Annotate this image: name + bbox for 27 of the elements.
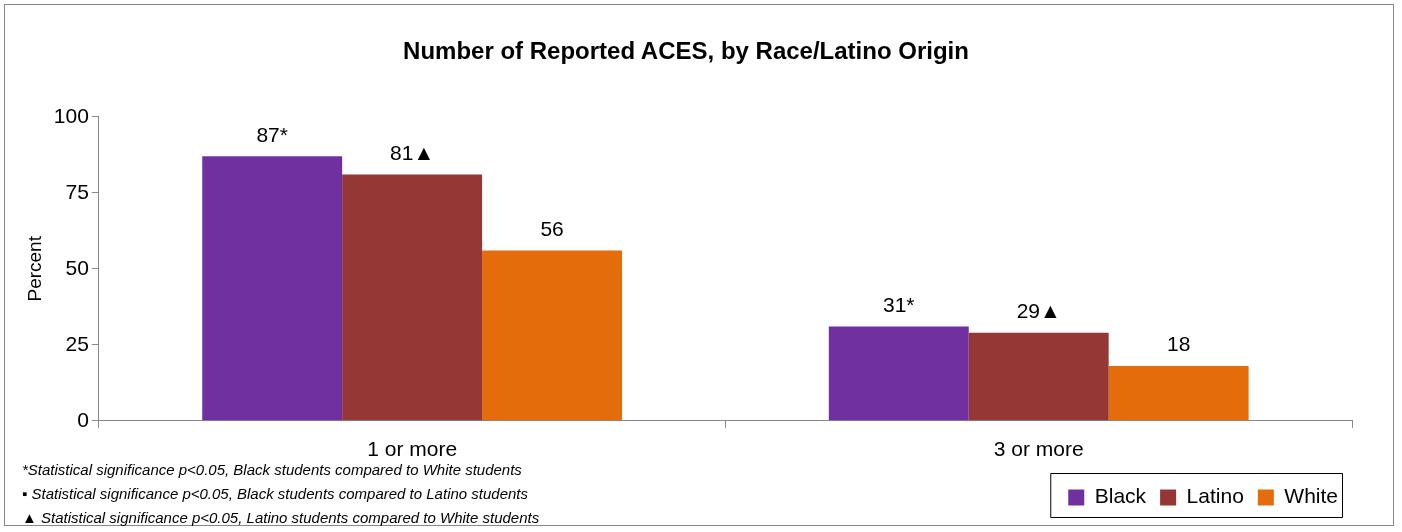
bar — [968, 332, 1109, 421]
text: *Statistical significance p<0.05, Black students compared to White students — [22, 461, 522, 478]
x-tick-label: 1 or more — [367, 437, 458, 461]
legend-label: Black — [1094, 484, 1147, 508]
bar — [482, 250, 623, 421]
x-tick-label: 3 or more — [993, 437, 1084, 461]
data-label: 18 — [1166, 332, 1191, 356]
y-axis-title: Percent — [23, 235, 45, 302]
data-label: 31* — [883, 292, 915, 316]
bar — [828, 326, 969, 421]
data-label: 56 — [540, 216, 564, 240]
bar — [202, 156, 343, 421]
data-label: 29▲ — [1016, 298, 1061, 322]
bar — [342, 174, 483, 421]
text: ▲ Statistical significance p<0.05, Latino students compared to White students — [22, 508, 540, 528]
legend-label: Latino — [1186, 484, 1244, 508]
chart-title: Number of Reported ACES, by Race/Latino Origin — [403, 37, 969, 65]
y-tick-label: 75 — [65, 179, 89, 203]
text: ▪ Statistical significance p<0.05, Black students compared to Latino students — [22, 484, 530, 504]
data-label: 87* — [256, 122, 288, 146]
data-label: 81▲ — [390, 140, 435, 164]
bar — [1108, 366, 1249, 421]
y-tick-label: 25 — [65, 331, 89, 355]
y-tick-label: 100 — [53, 103, 89, 127]
y-tick-label: 0 — [77, 407, 89, 431]
legend-label: White — [1284, 484, 1339, 508]
y-tick-label: 50 — [65, 255, 89, 279]
